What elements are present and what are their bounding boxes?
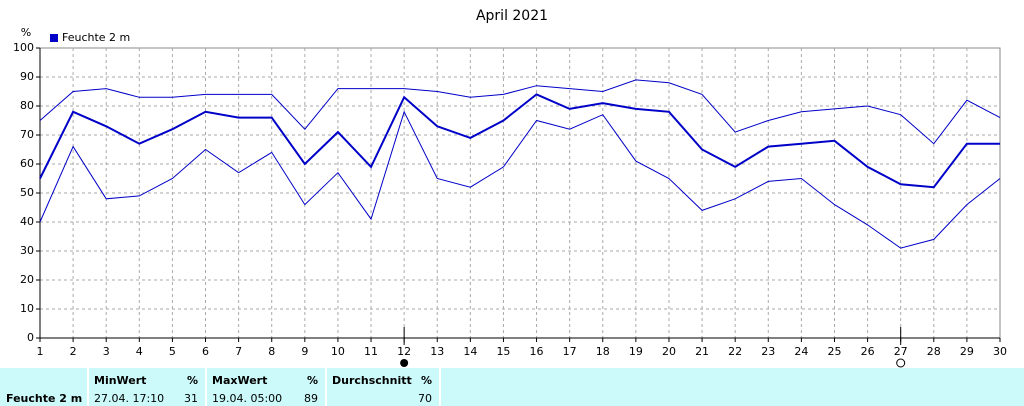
y-tick-label: 30 bbox=[20, 244, 34, 257]
y-tick-label: 70 bbox=[20, 128, 34, 141]
col-unit: % bbox=[187, 374, 198, 387]
x-tick-label: 10 bbox=[331, 345, 345, 358]
col-unit: % bbox=[421, 374, 432, 387]
x-tick-label: 22 bbox=[728, 345, 742, 358]
table-label: Feuchte 2 m bbox=[6, 392, 82, 405]
x-tick-label: 3 bbox=[103, 345, 110, 358]
x-tick-label: 21 bbox=[695, 345, 709, 358]
x-tick-label: 20 bbox=[662, 345, 676, 358]
y-tick-label: 20 bbox=[20, 273, 34, 286]
x-tick-label: 26 bbox=[861, 345, 875, 358]
full-moon bbox=[400, 359, 409, 367]
x-tick-label: 27 bbox=[894, 345, 908, 358]
col-value: 70 bbox=[418, 392, 432, 405]
chart-title: April 2021 bbox=[476, 8, 548, 24]
y-unit: % bbox=[21, 26, 31, 39]
x-tick-label: 18 bbox=[596, 345, 610, 358]
x-tick-label: 28 bbox=[927, 345, 941, 358]
new-moon bbox=[896, 358, 906, 368]
col-title: MaxWert bbox=[212, 374, 267, 387]
col-value: 89 bbox=[304, 392, 318, 405]
col-time: 27.04. 17:10 bbox=[94, 392, 164, 405]
x-tick-label: 30 bbox=[993, 345, 1007, 358]
y-tick-label: 0 bbox=[27, 331, 34, 344]
y-tick-label: 60 bbox=[20, 157, 34, 170]
x-tick-label: 4 bbox=[136, 345, 143, 358]
x-tick-label: 8 bbox=[268, 345, 275, 358]
x-tick-label: 5 bbox=[169, 345, 176, 358]
x-tick-label: 1 bbox=[37, 345, 44, 358]
x-tick-label: 11 bbox=[364, 345, 378, 358]
legend-label: Feuchte 2 m bbox=[62, 31, 130, 44]
table-bg bbox=[0, 368, 1024, 406]
col-unit: % bbox=[307, 374, 318, 387]
series-line bbox=[39, 79, 1001, 145]
y-tick-label: 90 bbox=[20, 70, 34, 83]
y-tick-label: 100 bbox=[13, 41, 34, 54]
x-tick-label: 29 bbox=[960, 345, 974, 358]
x-tick-label: 25 bbox=[827, 345, 841, 358]
x-tick-label: 7 bbox=[235, 345, 242, 358]
col-title: MinWert bbox=[94, 374, 146, 387]
col-value: 31 bbox=[184, 392, 198, 405]
x-tick-label: 15 bbox=[496, 345, 510, 358]
series-line bbox=[39, 93, 1000, 189]
legend-swatch bbox=[50, 34, 58, 42]
x-tick-label: 24 bbox=[794, 345, 808, 358]
x-tick-label: 17 bbox=[563, 345, 577, 358]
x-tick-label: 23 bbox=[761, 345, 775, 358]
x-tick-label: 2 bbox=[70, 345, 77, 358]
x-tick-label: 12 bbox=[397, 345, 411, 358]
y-tick-label: 40 bbox=[20, 215, 34, 228]
y-tick-label: 50 bbox=[20, 186, 34, 199]
series-line bbox=[39, 110, 1001, 249]
y-tick-label: 10 bbox=[20, 302, 34, 315]
y-tick-label: 80 bbox=[20, 99, 34, 112]
x-tick-label: 6 bbox=[202, 345, 209, 358]
x-tick-label: 16 bbox=[530, 345, 544, 358]
x-tick-label: 13 bbox=[430, 345, 444, 358]
col-title: Durchschnitt bbox=[332, 374, 412, 387]
x-tick-label: 14 bbox=[463, 345, 477, 358]
col-time: 19.04. 05:00 bbox=[212, 392, 282, 405]
x-tick-label: 9 bbox=[301, 345, 308, 358]
x-tick-label: 19 bbox=[629, 345, 643, 358]
